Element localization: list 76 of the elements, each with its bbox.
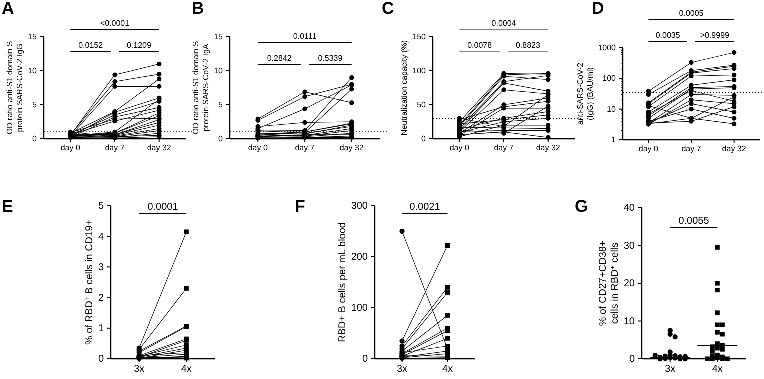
x-tick-label: 3x <box>396 364 408 376</box>
x-tick-label: day 0 <box>450 144 470 153</box>
annotation: 0.0055 <box>678 216 710 227</box>
x-tick-label: 3x <box>134 364 145 376</box>
y-tick-label: 30 <box>624 240 636 252</box>
x-tick-label: 3x <box>665 364 676 376</box>
x-tick-label: 4x <box>181 364 192 376</box>
y-tick-label: 200 <box>351 252 368 264</box>
y-tick-label: 0 <box>218 134 224 144</box>
y-tick-label: 100 <box>602 74 617 84</box>
x-tick-label: day 32 <box>722 144 747 154</box>
annotation: 0.0111 <box>293 32 318 41</box>
y-axis-title: anti-SARS-CoV-2 (IgG) (BAU/ml) <box>576 62 595 126</box>
annotation: 0.0152 <box>78 41 104 50</box>
y-tick-label: 0 <box>32 134 38 144</box>
y-tick-label: 20 <box>624 278 636 290</box>
annotation: 0.0001 <box>148 202 179 213</box>
y-tick-label: 5 <box>32 100 38 110</box>
text: 0.0004 <box>492 19 517 28</box>
y-tick-label: 10 <box>28 66 38 76</box>
x-tick-label: day 0 <box>638 144 660 154</box>
y-axis-title: OD ratio anti-S1 domain S protein SARS-CoV-2 IgA <box>192 41 211 135</box>
annotation: 0.2842 <box>267 54 292 63</box>
x-tick-label: day 7 <box>105 144 126 153</box>
y-tick-label: 2 <box>98 293 104 304</box>
x-tick-label: day 32 <box>340 144 364 153</box>
y-tick-label: 0 <box>422 134 427 144</box>
chart-title: A <box>2 0 14 18</box>
y-tick-label: 15 <box>214 32 224 42</box>
annotation: 0.5339 <box>318 54 344 63</box>
y-tick-label: 15 <box>28 32 38 42</box>
annotation: 0.0021 <box>410 202 441 213</box>
annotation: 0.1209 <box>126 41 152 50</box>
chart-title: E <box>2 197 14 216</box>
text: 0.0005 <box>679 9 704 18</box>
y-tick-label: 4 <box>98 232 104 243</box>
y-tick-label: 10 <box>607 104 617 114</box>
y-axis-title: Neutralization capacity (%) <box>400 40 410 136</box>
x-tick-label: day 7 <box>494 144 514 153</box>
text: 0.0035 <box>656 31 681 40</box>
annotation: 0.8823 <box>516 41 541 50</box>
text: <0.0001 <box>100 19 130 28</box>
x-tick-label: day 7 <box>295 144 316 153</box>
y-tick-label: 0 <box>362 354 368 366</box>
y-tick-label: 1 <box>98 324 104 335</box>
text: >0.9999 <box>700 31 730 40</box>
y-tick-label: 10 <box>214 66 224 76</box>
chart-title: C <box>382 0 394 18</box>
x-tick-label: 4x <box>712 364 723 376</box>
y-tick-label: 300 <box>351 201 368 212</box>
y-tick-label: 40 <box>624 203 636 214</box>
x-tick-label: day 32 <box>536 144 561 153</box>
y-tick-label: 100 <box>412 66 427 76</box>
x-tick-label: day 0 <box>248 144 268 153</box>
y-tick-label: 5 <box>218 100 224 110</box>
y-tick-label: 100 <box>351 303 368 314</box>
y-tick-label: 3 <box>98 262 104 274</box>
y-tick-label: 0 <box>629 354 636 366</box>
y-axis-title: OD ratio anti-S1 domain S protein SARS-CoV-2 IgG <box>6 41 25 135</box>
y-tick-label: 1 <box>612 136 617 145</box>
chart-title: F <box>295 197 306 216</box>
y-tick-label: 0 <box>98 354 104 366</box>
y-tick-label: 5 <box>98 201 104 212</box>
y-tick-label: 10 <box>624 316 636 328</box>
chart-title: B <box>192 0 204 18</box>
x-tick-label: 4x <box>442 364 454 376</box>
y-axis-title: RBD+ B cells per mL blood <box>337 222 348 342</box>
y-tick-label: 1000 <box>598 44 617 53</box>
x-tick-label: day 32 <box>147 144 172 153</box>
chart-title: G <box>575 197 588 216</box>
chart-title: D <box>592 0 604 18</box>
y-tick-label: 50 <box>417 100 427 110</box>
y-tick-label: 150 <box>412 32 427 42</box>
x-tick-label: day 0 <box>60 144 81 153</box>
annotation: 0.0078 <box>468 41 493 50</box>
x-tick-label: day 7 <box>682 144 702 154</box>
